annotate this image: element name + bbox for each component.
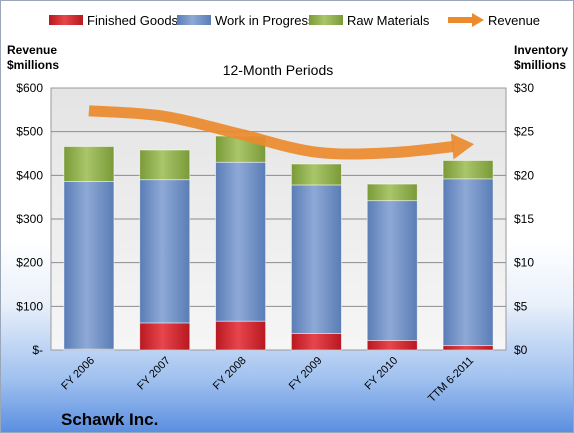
bar-work-in-progress [442,178,494,347]
revenue-line-path [88,105,455,160]
legend: Finished Goods Work in Progress Raw Materi… [49,13,540,28]
right-tick-label: $5 [514,299,528,313]
right-tick-label: $10 [514,256,534,270]
bar-raw-materials [442,160,494,180]
x-tick-label: FY 2009 [287,355,325,393]
bar-finished-goods [442,345,494,351]
chart-subtitle: 12-Month Periods [223,62,334,78]
bar-finished-goods [139,322,191,351]
left-axis-title: Revenue $millions [7,43,59,72]
left-tick-label: $500 [16,125,43,139]
gridlines [51,131,506,307]
x-axis-ticks: FY 2006 FY 2007 FY 2008 FY 2009 FY 2010 TTM 6… [59,355,476,405]
x-tick-label: FY 2007 [135,355,173,393]
company-name: Schawk Inc. [61,410,158,429]
bar-raw-materials [139,149,191,181]
legend-label: Finished Goods [87,13,179,28]
legend-swatch [177,15,211,25]
legend-arrow-revenue [472,13,484,27]
bar-finished-goods [215,320,266,351]
revenue-line [88,105,475,160]
right-tick-label: $25 [514,125,534,139]
bar-finished-goods [291,333,342,351]
bar-finished-goods [366,339,418,351]
bar-work-in-progress [139,179,191,324]
right-tick-label: $30 [514,81,534,95]
left-tick-label: $300 [16,212,43,226]
left-tick-label: $200 [16,256,43,270]
x-tick-label: TTM 6-2011 [426,355,476,405]
revenue-arrowhead [450,133,475,160]
left-axis-ticks: $- $100 $200 $300 $400 $500 $600 [16,81,43,357]
left-tick-label: $100 [16,299,43,313]
bar-work-in-progress [366,200,418,341]
x-tick-label: FY 2006 [59,355,97,393]
legend-label: Work in Progress [215,13,315,28]
x-tick-label: FY 2010 [363,355,401,393]
bar-stacks [63,135,494,351]
right-tick-label: $15 [514,212,534,226]
bar-work-in-progress [63,181,115,350]
left-tick-label: $600 [16,81,43,95]
bar-raw-materials [291,163,342,186]
right-axis-ticks: $0 $5 $10 $15 $20 $25 $30 [514,81,534,357]
bar-work-in-progress [291,184,342,334]
x-tick-label: FY 2008 [211,355,249,393]
bar-work-in-progress [215,161,266,322]
bar-raw-materials [63,146,115,182]
bar-raw-materials [366,183,418,202]
right-tick-label: $0 [514,343,528,357]
legend-swatch [309,15,343,25]
left-tick-label: $- [32,343,43,357]
left-tick-label: $400 [16,168,43,182]
right-axis-title: Inventory $millions [514,43,568,72]
legend-label: Revenue [488,13,540,28]
legend-swatch [49,15,83,25]
right-tick-label: $20 [514,168,534,182]
legend-label: Raw Materials [347,13,430,28]
